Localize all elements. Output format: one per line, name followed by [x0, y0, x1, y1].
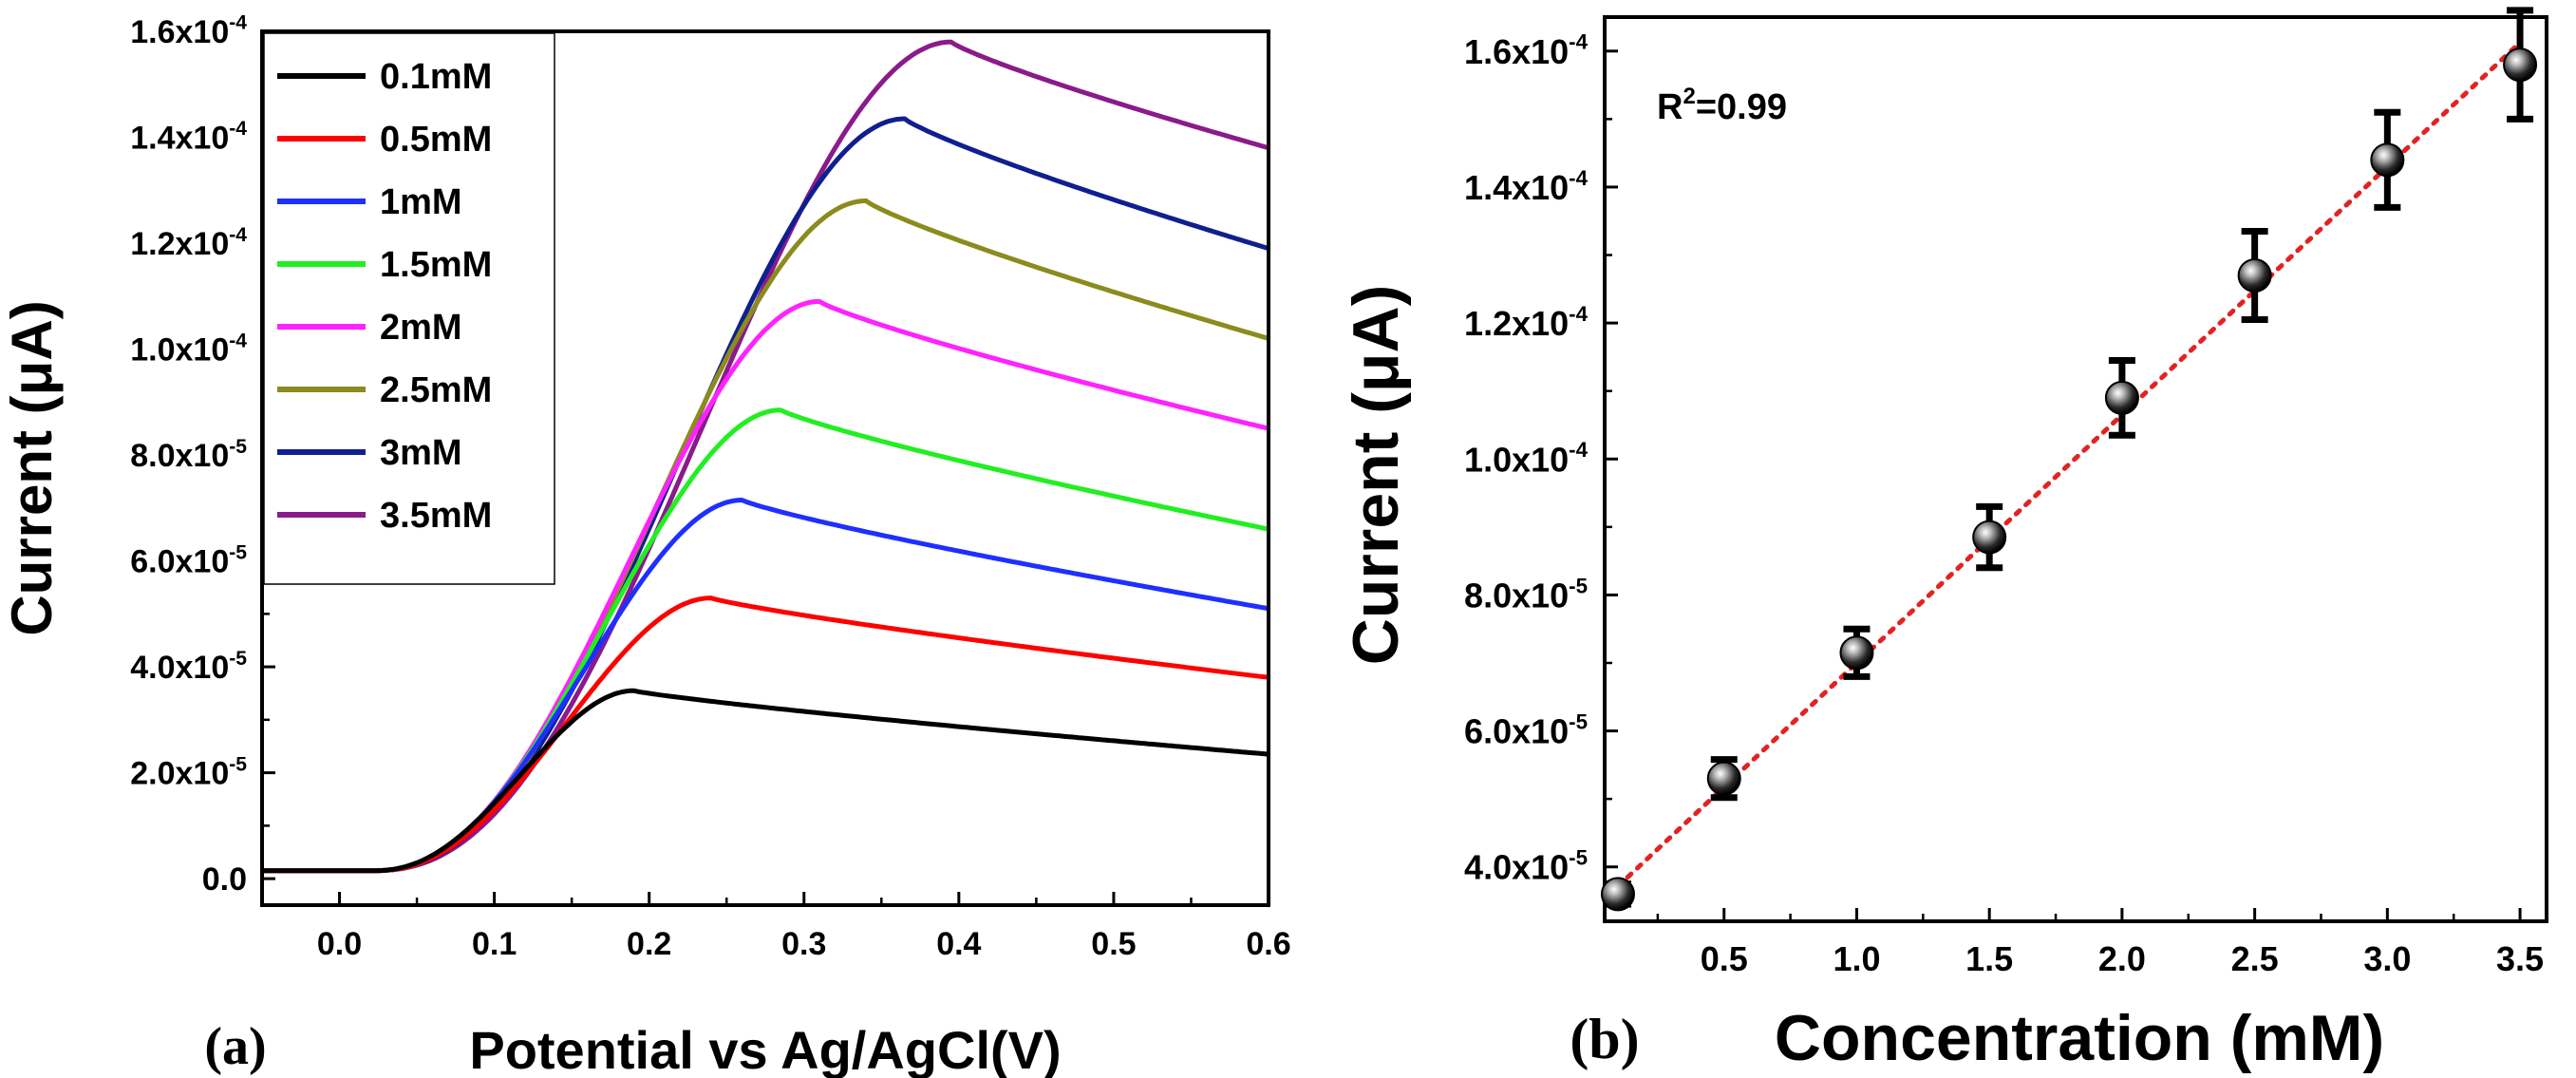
legend-label: 3.5mM [380, 496, 492, 536]
x-tick-label-b: 0.5 [1701, 939, 1748, 978]
panel-b: 0.5 1.0 1.5 2.0 2.5 3.0 3.5 4.0x10-5 6.0x10-5 8.… [1340, 7, 2548, 1074]
y-tick-label-b: 4.0x10-5 [1464, 846, 1588, 887]
x-tick-label-a: 0.3 [781, 926, 826, 962]
plot-frame-a [260, 29, 1270, 907]
legend-label: 2.5mM [380, 370, 492, 410]
y-axis-title-b: Current (μA) [1340, 285, 1412, 665]
panel-a: 0.0 0.1 0.2 0.3 0.4 0.5 0.6 0.0 2.0x10-5 4.0x10-… [0, 12, 1291, 1078]
x-axis-title-b: Concentration (mM) [1775, 1002, 2384, 1074]
legend-label: 0.1mM [380, 57, 492, 97]
x-axis-a: 0.0 0.1 0.2 0.3 0.4 0.5 0.6 [260, 892, 1291, 962]
marker [2104, 380, 2139, 415]
legend-label: 1mM [380, 182, 462, 222]
x-tick-label-a: 0.6 [1246, 926, 1290, 962]
data-point [1600, 877, 1635, 912]
y-tick-label-a: 6.0x10-5 [130, 541, 247, 579]
x-tick-label-a: 0.0 [317, 926, 362, 962]
x-tick-label-b: 1.0 [1833, 939, 1880, 978]
x-tick-label-b: 3.0 [2363, 939, 2411, 978]
y-tick-label-a: 1.4x10-4 [130, 118, 247, 156]
marker [1839, 635, 1874, 671]
y-tick-label-a: 1.0x10-4 [130, 330, 247, 368]
series-line-0.1mM [262, 688, 1269, 874]
marker [2503, 47, 2538, 83]
legend-box [263, 32, 555, 585]
y-tick-label-a: 8.0x10-5 [130, 436, 247, 474]
y-tick-label-b: 1.0x10-4 [1464, 438, 1589, 479]
y-axis-b: 4.0x10-5 6.0x10-5 8.0x10-5 1.0x10-4 1.2x10-4… [1464, 30, 1618, 887]
marker [1706, 761, 1741, 796]
y-tick-label-b: 8.0x10-5 [1464, 574, 1588, 615]
y-tick-label-a: 2.0x10-5 [130, 753, 247, 791]
data-point [2370, 108, 2405, 211]
legend-label: 0.5mM [380, 120, 492, 160]
data-point [2104, 356, 2139, 439]
x-tick-label-a: 0.4 [936, 926, 981, 962]
y-axis-a: 0.0 2.0x10-5 4.0x10-5 6.0x10-5 8.0x10-5 1.0x1… [130, 12, 275, 898]
data-points [1600, 7, 2538, 912]
panel-label-a: (a) [204, 1017, 266, 1076]
y-tick-label-b: 1.4x10-4 [1464, 166, 1589, 207]
x-tick-label-a: 0.2 [627, 926, 671, 962]
plot-frame-b [1603, 15, 2548, 923]
y-tick-label-a: 1.6x10-4 [130, 12, 247, 50]
y-tick-label-b: 1.2x10-4 [1464, 302, 1589, 343]
data-point [1839, 625, 1874, 680]
x-tick-label-a: 0.1 [472, 926, 517, 962]
y-tick-label-a: 0.0 [202, 861, 247, 898]
x-tick-label-b: 1.5 [1965, 939, 2013, 978]
y-axis-title-a: Current (μA) [0, 300, 64, 635]
legend-label: 3mM [380, 433, 462, 473]
data-point [1706, 756, 1741, 802]
x-tick-label-a: 0.5 [1091, 926, 1136, 962]
y-tick-label-b: 6.0x10-5 [1464, 709, 1588, 750]
legend-label: 2mM [380, 308, 462, 348]
r-squared-annotation: R2=0.99 [1657, 84, 1787, 127]
x-axis-b: 0.5 1.0 1.5 2.0 2.5 3.0 3.5 [1656, 908, 2544, 978]
marker [1972, 520, 2007, 555]
marker [2237, 258, 2272, 293]
y-tick-label-a: 4.0x10-5 [130, 648, 247, 686]
panel-label-b: (b) [1570, 1008, 1639, 1070]
x-axis-title-a: Potential vs Ag/AgCl(V) [469, 1020, 1061, 1078]
marker [1600, 877, 1635, 912]
y-tick-label-b: 1.6x10-4 [1464, 30, 1589, 71]
legend: 0.1mM 0.5mM 1mM 1.5mM 2mM 2.5mM 3mM 3.5mM [263, 32, 555, 585]
x-tick-label-b: 3.5 [2496, 939, 2544, 978]
linear-fit-line [1615, 40, 2523, 889]
y-tick-label-a: 1.2x10-4 [130, 224, 247, 262]
data-point [1972, 502, 2007, 572]
data-point [2503, 7, 2538, 123]
marker [2370, 142, 2405, 178]
x-tick-label-b: 2.0 [2098, 939, 2146, 978]
x-tick-label-b: 2.5 [2231, 939, 2279, 978]
legend-label: 1.5mM [380, 245, 492, 285]
voltammogram-curves [262, 39, 1269, 874]
data-point [2237, 227, 2272, 324]
series-line-0.5mM [262, 596, 1269, 874]
